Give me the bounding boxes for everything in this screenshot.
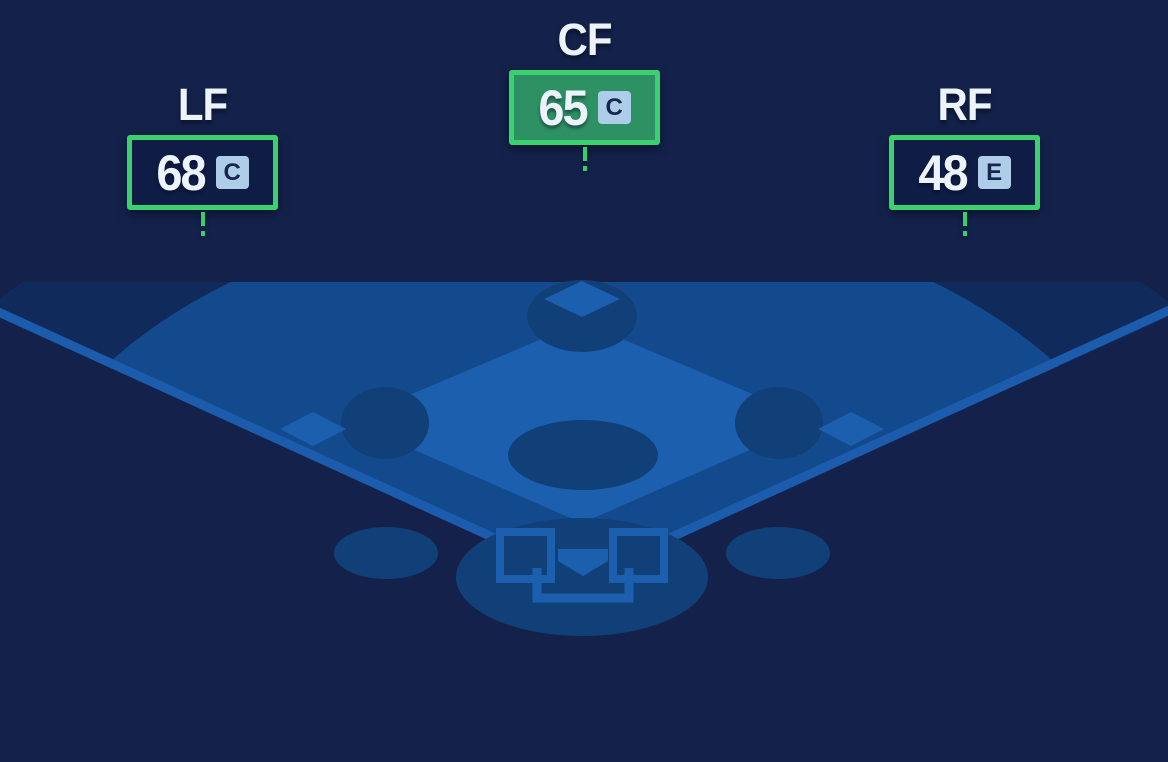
connector-dot xyxy=(200,231,205,236)
left-on-deck-circle xyxy=(334,527,438,579)
position-label-rf: RF xyxy=(937,79,993,130)
connector-dash xyxy=(200,212,205,226)
rating-value-lf: 68 xyxy=(156,144,206,201)
connector-rf xyxy=(962,212,967,236)
position-group-rf: RF 48 E xyxy=(869,79,1060,236)
position-group-cf: CF 65 C xyxy=(489,14,680,171)
third-base-grass-cutout xyxy=(341,387,429,459)
position-label-lf: LF xyxy=(177,79,228,130)
second-base-marker xyxy=(544,281,620,317)
rating-box-lf[interactable]: 68 C xyxy=(127,135,278,210)
connector-dot xyxy=(582,166,587,171)
left-batters-box xyxy=(496,528,555,583)
connector-dash xyxy=(582,147,587,161)
home-plate xyxy=(558,549,608,576)
first-base-marker xyxy=(818,412,884,446)
right-foul-line xyxy=(580,305,1168,583)
connector-dash xyxy=(962,212,967,226)
rating-box-cf[interactable]: 65 C xyxy=(509,70,660,145)
right-on-deck-circle xyxy=(726,527,830,579)
connector-dot xyxy=(962,231,967,236)
pitchers-mound xyxy=(508,420,658,490)
rating-value-cf: 65 xyxy=(538,79,588,136)
third-base-marker xyxy=(280,412,346,446)
right-batters-box xyxy=(609,528,668,583)
catchers-box xyxy=(532,568,634,603)
grade-badge-cf: C xyxy=(597,91,631,124)
position-label-cf: CF xyxy=(557,14,613,65)
outfield-grass xyxy=(2,282,1162,578)
rating-box-rf[interactable]: 48 E xyxy=(889,135,1040,210)
position-group-lf: LF 68 C xyxy=(107,79,298,236)
first-base-grass-cutout xyxy=(735,387,823,459)
connector-lf xyxy=(200,212,205,236)
grade-badge-rf: E xyxy=(977,156,1011,189)
left-foul-line xyxy=(0,307,584,583)
grade-badge-lf: C xyxy=(215,156,249,189)
home-plate-dirt-circle xyxy=(456,518,708,636)
connector-cf xyxy=(582,147,587,171)
rating-value-rf: 48 xyxy=(918,144,968,201)
